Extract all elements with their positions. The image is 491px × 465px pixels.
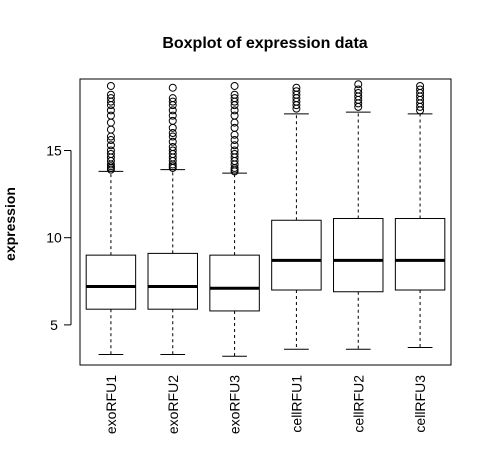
box-exoRFU2	[147, 83, 198, 356]
x-category-label-cellRFU3: cellRFU3	[412, 375, 428, 433]
y-tick-label-15: 15	[46, 143, 62, 159]
plot-frame	[79, 78, 452, 366]
y-axis: 5 10 15	[46, 143, 72, 333]
outlier-point-exoRFU1-7	[106, 146, 115, 155]
outlier-point-cellRFU2-4	[354, 88, 363, 97]
outlier-point-exoRFU3-6	[230, 149, 239, 158]
outlier-point-exoRFU2-12	[168, 116, 177, 125]
outlier-point-exoRFU2-18	[168, 83, 177, 92]
iqr-box-exoRFU3	[209, 254, 260, 312]
outlier-point-exoRFU1-12	[106, 118, 115, 127]
boxes	[85, 80, 446, 357]
outlier-point-exoRFU2-6	[168, 146, 177, 155]
outlier-point-cellRFU3-6	[416, 85, 425, 94]
y-axis-label: expression	[2, 187, 18, 261]
box-cellRFU2	[333, 80, 384, 350]
outlier-point-exoRFU2-11	[168, 123, 177, 132]
outlier-point-exoRFU2-10	[168, 129, 177, 138]
x-category-label-exoRFU3: exoRFU3	[227, 375, 243, 434]
outlier-point-exoRFU2-17	[168, 94, 177, 103]
y-tick-label-10: 10	[46, 230, 62, 246]
outlier-point-exoRFU3-18	[230, 90, 239, 99]
outlier-point-exoRFU1-14	[106, 106, 115, 115]
outlier-point-exoRFU1-13	[106, 111, 115, 120]
outlier-point-cellRFU2-5	[354, 85, 363, 94]
outlier-point-exoRFU3-9	[230, 136, 239, 145]
outlier-point-cellRFU1-6	[292, 83, 301, 92]
iqr-box-exoRFU2	[147, 252, 198, 310]
outlier-point-exoRFU2-7	[168, 143, 177, 152]
outlier-point-exoRFU3-11	[230, 123, 239, 132]
outlier-point-cellRFU3-7	[416, 81, 425, 90]
outlier-point-exoRFU1-18	[106, 90, 115, 99]
outlier-point-exoRFU1-11	[106, 125, 115, 134]
outlier-point-exoRFU1-9	[106, 136, 115, 145]
outlier-point-exoRFU3-8	[230, 141, 239, 150]
outlier-point-exoRFU2-9	[168, 132, 177, 141]
box-exoRFU3	[209, 81, 260, 357]
x-category-label-cellRFU1: cellRFU1	[288, 375, 304, 433]
box-exoRFU1	[85, 81, 137, 356]
x-category-label-cellRFU2: cellRFU2	[350, 375, 366, 433]
outlier-point-exoRFU2-16	[168, 97, 177, 106]
y-tick-label-5: 5	[50, 317, 58, 333]
outlier-point-exoRFU1-17	[106, 94, 115, 103]
outlier-point-exoRFU2-13	[168, 111, 177, 120]
chart-title: Boxplot of expression data	[162, 35, 367, 52]
outlier-point-exoRFU1-19	[106, 81, 115, 90]
iqr-box-exoRFU1	[85, 254, 137, 310]
outlier-point-cellRFU1-5	[292, 87, 301, 96]
outlier-point-exoRFU1-8	[106, 141, 115, 150]
iqr-box-cellRFU3	[394, 218, 446, 291]
outlier-point-exoRFU3-7	[230, 146, 239, 155]
box-cellRFU1	[271, 83, 322, 350]
x-category-label-exoRFU2: exoRFU2	[165, 375, 181, 434]
outlier-point-exoRFU3-10	[230, 130, 239, 139]
outlier-point-exoRFU2-14	[168, 106, 177, 115]
outlier-point-exoRFU3-19	[230, 81, 239, 90]
outlier-point-exoRFU3-13	[230, 111, 239, 120]
outlier-point-cellRFU2-6	[354, 80, 363, 89]
iqr-box-cellRFU1	[271, 219, 322, 291]
x-category-label-exoRFU1: exoRFU1	[103, 375, 119, 434]
iqr-box-cellRFU2	[333, 218, 384, 293]
x-axis-category-labels: exoRFU1 exoRFU2 exoRFU3 cellRFU1 cellRFU2 cel…	[103, 375, 428, 434]
outlier-point-exoRFU1-6	[106, 149, 115, 158]
outlier-point-exoRFU3-17	[230, 94, 239, 103]
outlier-point-exoRFU3-14	[230, 106, 239, 115]
outlier-point-exoRFU3-12	[230, 118, 239, 127]
box-cellRFU3	[394, 81, 446, 349]
outlier-point-exoRFU2-8	[168, 137, 177, 146]
